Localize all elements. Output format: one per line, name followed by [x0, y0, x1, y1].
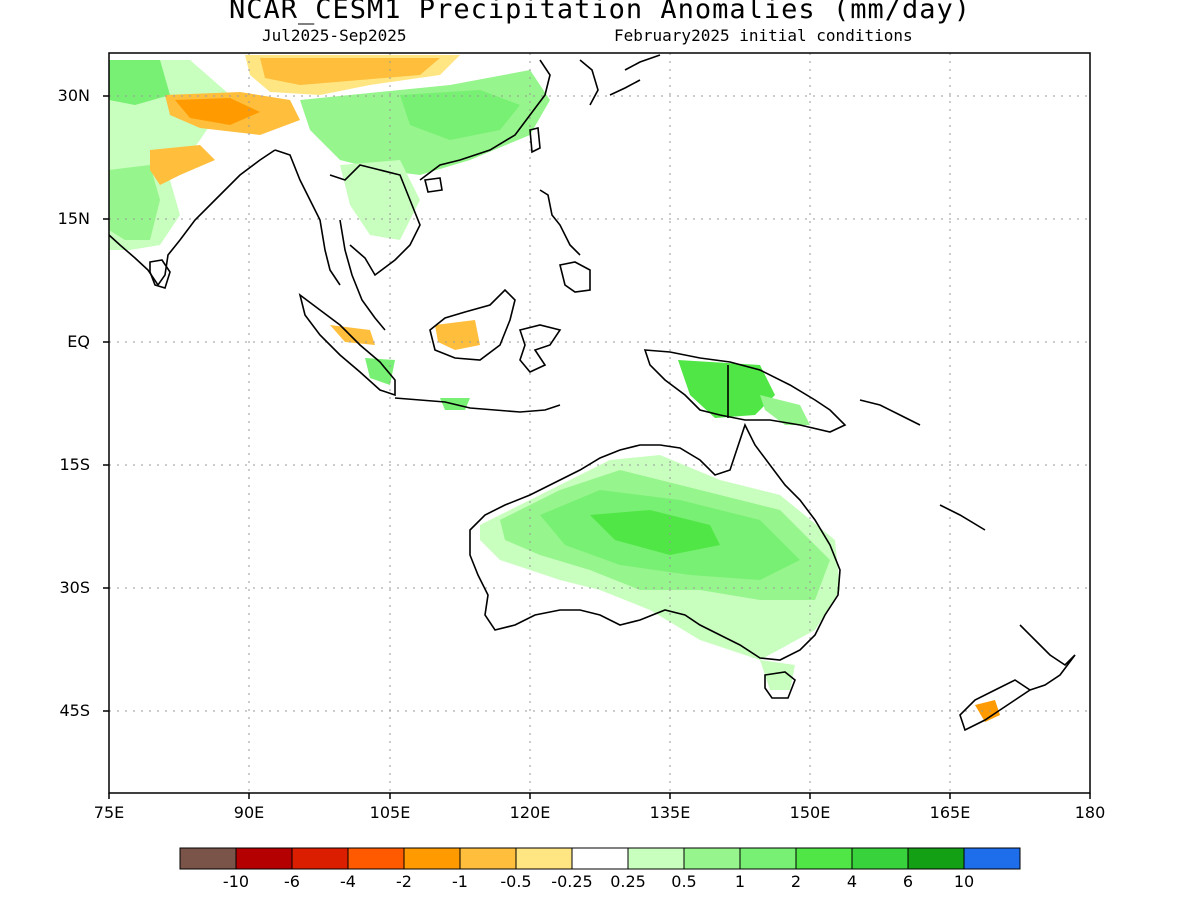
graticule — [109, 53, 1090, 793]
indochina-coast — [329, 164, 421, 277]
new-zealand-negative — [975, 700, 1000, 722]
lon-label-180: 180 — [1074, 803, 1106, 822]
colorbar-label: -1 — [452, 872, 468, 891]
colorbar-label: 0.25 — [610, 872, 646, 891]
indochina-light-green — [340, 160, 420, 240]
colorbar-swatch — [459, 847, 517, 870]
china-coast — [419, 59, 551, 181]
colorbar-swatch — [235, 847, 293, 870]
colorbar-label: 6 — [902, 872, 914, 891]
colorbar-label: 10 — [953, 872, 975, 891]
australia-bright-green — [590, 510, 720, 555]
sumatra-coast — [298, 293, 396, 397]
china-green-core — [400, 90, 520, 140]
colorbar-swatch — [403, 847, 461, 870]
pacific-islands — [859, 399, 986, 531]
tibet-negative-core — [260, 58, 440, 85]
korea-coast — [579, 59, 599, 106]
lon-label-120e: 120E — [509, 803, 551, 822]
lon-label-105e: 105E — [369, 803, 411, 822]
colorbar-label: -4 — [340, 872, 356, 891]
plot-frame — [108, 52, 1091, 794]
new-guinea-green-fringe — [760, 395, 810, 425]
colorbar-swatch — [795, 847, 853, 870]
java-coast — [394, 397, 561, 413]
india-coast — [109, 149, 276, 287]
mindanao-coast — [559, 261, 591, 293]
india-central-green — [109, 165, 160, 240]
colorbar-swatch — [571, 847, 629, 870]
sri-lanka-coast — [149, 259, 171, 289]
colorbar-label: -2 — [396, 872, 412, 891]
india-green-patch — [109, 60, 170, 105]
lat-label-eq: EQ — [67, 332, 90, 351]
malay-peninsula — [339, 219, 386, 331]
himalaya-strong-negative — [175, 98, 260, 125]
coastlines — [109, 54, 1076, 732]
lon-label-165e: 165E — [929, 803, 971, 822]
colorbar-label: 2 — [790, 872, 802, 891]
new-zealand-south — [959, 679, 1032, 732]
tick-marks — [103, 95, 1091, 799]
sumatra-negative — [330, 325, 375, 345]
tasmania-light-green — [760, 660, 795, 690]
bay-bengal-coast — [274, 149, 341, 286]
tasmania-coast — [764, 671, 796, 699]
sumatra-green — [365, 358, 395, 385]
new-guinea-positive-anomaly — [678, 360, 775, 418]
luzon-coast — [539, 189, 581, 256]
hainan-coast — [424, 177, 443, 193]
colorbar-swatch — [291, 847, 349, 870]
lon-label-135e: 135E — [649, 803, 691, 822]
colorbar-label: -0.25 — [551, 872, 593, 891]
map-title: NCAR_CESM1 Precipitation Anomalies (mm/d… — [229, 0, 971, 25]
colorbar-swatch — [515, 847, 573, 870]
anomaly-shading — [109, 55, 1000, 722]
japan-coast — [609, 54, 661, 96]
colorbar-swatch — [179, 847, 237, 870]
lon-label-75e: 75E — [93, 803, 125, 822]
plot-area — [109, 53, 1090, 793]
colorbar-swatch — [683, 847, 741, 870]
colorbar — [179, 847, 1021, 870]
colorbar-swatch — [963, 847, 1021, 870]
sulawesi-coast — [518, 324, 562, 373]
colorbar-swatch — [347, 847, 405, 870]
colorbar-label: -6 — [284, 872, 300, 891]
colorbar-swatch — [851, 847, 909, 870]
initial-conditions: February2025 initial conditions — [614, 26, 913, 45]
colorbar-label: -0.5 — [500, 872, 532, 891]
colorbar-swatch — [739, 847, 797, 870]
colorbar-swatch — [907, 847, 965, 870]
lat-label-30s: 30S — [59, 578, 90, 597]
colorbar-label: 0.5 — [671, 872, 697, 891]
lat-label-45s: 45S — [59, 701, 90, 720]
lat-label-15s: 15S — [59, 455, 90, 474]
australia-coast — [469, 422, 841, 661]
colorbar-label: -10 — [222, 872, 250, 891]
colorbar-swatch — [627, 847, 685, 870]
forecast-period: Jul2025-Sep2025 — [262, 26, 407, 45]
lat-label-30n: 30N — [57, 86, 90, 105]
india-negative-small — [150, 145, 215, 185]
lon-label-90e: 90E — [233, 803, 265, 822]
borneo-coast — [429, 288, 516, 361]
colorbar-label: 1 — [734, 872, 746, 891]
taiwan-coast — [529, 126, 541, 154]
colorbar-label: 4 — [846, 872, 858, 891]
new-zealand-north — [1019, 624, 1076, 691]
new-guinea-coast — [643, 349, 847, 433]
lat-label-15n: 15N — [57, 209, 90, 228]
lon-label-150e: 150E — [789, 803, 831, 822]
